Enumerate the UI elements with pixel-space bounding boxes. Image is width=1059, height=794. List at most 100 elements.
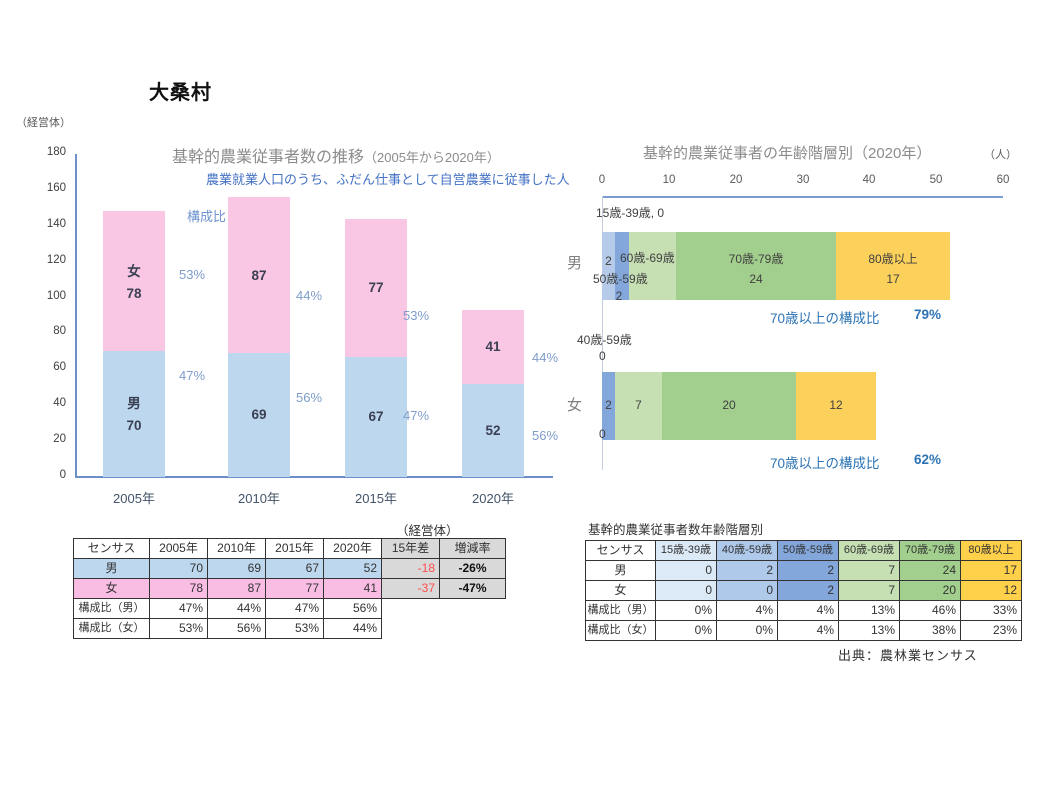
row-label: 女: [585, 580, 656, 601]
female-seg-80plus: [796, 372, 876, 440]
female-category-label: 女: [567, 397, 583, 414]
male-seg-80plus-value: 17: [886, 272, 900, 286]
female-seg-70-79: [662, 372, 796, 440]
row-label: 構成比（男）: [585, 600, 656, 621]
cell: 2: [716, 560, 778, 581]
cell: 2: [777, 580, 839, 601]
y-tick: 180: [46, 146, 66, 158]
header-cell: 40歳-59歳: [716, 540, 778, 561]
female-age-15-39-value: 0: [599, 427, 606, 441]
male-seg-50-59-label: 50歳-59歳: [593, 272, 648, 286]
male-category-label: 男: [567, 255, 583, 272]
x-tick: 40: [862, 174, 876, 186]
left-chart-x-axis: [75, 476, 553, 478]
table-row-female: 女 78 87 77 41 -37 -47%: [73, 578, 506, 599]
cell: 33%: [960, 600, 1022, 621]
cell: 0%: [655, 620, 717, 641]
cell: 0: [655, 560, 717, 581]
header-cell: 2005年: [149, 538, 208, 559]
table-row-male: 男 70 69 67 52 -18 -26%: [73, 558, 506, 579]
header-cell: 15歳-39歳: [655, 540, 717, 561]
cell: 20: [899, 580, 961, 601]
bar-2005-male: [103, 351, 165, 477]
male-seg-50-59-value: 2: [615, 289, 623, 303]
right-table: センサス 15歳-39歳 40歳-59歳 50歳-59歳 60歳-69歳 70歳…: [585, 540, 1022, 641]
cell: 53%: [149, 618, 208, 639]
female-seg-60-69: [615, 372, 662, 440]
cell: 17: [960, 560, 1022, 581]
bar-value-male: 70: [126, 418, 142, 433]
cell: 0%: [716, 620, 778, 641]
pct-label: 47%: [179, 368, 206, 383]
right-chart-y-axis: [602, 196, 603, 470]
y-tick: 80: [53, 325, 66, 337]
table-header-row: センサス 15歳-39歳 40歳-59歳 50歳-59歳 60歳-69歳 70歳…: [585, 540, 1022, 561]
cell: 44%: [207, 598, 266, 619]
left-chart-title-paren: （2005年から2020年）: [364, 150, 500, 165]
x-tick: 20: [729, 174, 743, 186]
pct-label: 56%: [296, 390, 323, 405]
pct-label: 44%: [532, 350, 559, 365]
right-chart-title: 基幹的農業従事者の年齢階層別（2020年）: [643, 145, 932, 162]
table-row-comp-female: 構成比（女） 53% 56% 53% 44%: [73, 618, 506, 639]
x-tick: 50: [929, 174, 943, 186]
x-tick: 2015年: [355, 491, 397, 506]
pct-label: 44%: [296, 288, 323, 303]
x-tick: 2010年: [238, 491, 280, 506]
row-label: 構成比（女）: [585, 620, 656, 641]
header-cell: 2010年: [207, 538, 266, 559]
left-chart-title: 基幹的農業従事者数の推移（2005年から2020年）: [172, 143, 500, 167]
cell: 46%: [899, 600, 961, 621]
header-cell: 2020年: [323, 538, 382, 559]
header-cell: センサス: [585, 540, 656, 561]
header-cell: 2015年: [265, 538, 324, 559]
table-row-male: 男 0 2 2 7 24 17: [585, 560, 1022, 581]
row-label: 構成比（男）: [73, 598, 150, 619]
table-row-female: 女 0 0 2 7 20 12: [585, 580, 1022, 601]
cell: 13%: [838, 620, 900, 641]
cell: 0: [655, 580, 717, 601]
page-title: 大桑村: [149, 82, 212, 104]
cell: 67: [265, 558, 324, 579]
right-chart-x-axis: [602, 196, 1003, 198]
header-cell: 80歳以上: [960, 540, 1022, 561]
left-chart-y-axis: [75, 154, 77, 477]
right-chart-unit-label: （人）: [984, 149, 1017, 161]
cell: 2: [777, 560, 839, 581]
male-seg-70-79-value: 24: [749, 272, 763, 286]
bar-2010-female: [228, 197, 290, 353]
x-tick: 10: [662, 174, 676, 186]
female-seg-80plus-value: 12: [829, 398, 843, 412]
header-cell: 15年差: [381, 538, 440, 559]
bar-value-male: 69: [251, 407, 267, 422]
male-age-15-39-note: 15歳-39歳, 0: [596, 206, 665, 220]
left-table: センサス 2005年 2010年 2015年 2020年 15年差 増減率 男 …: [73, 538, 506, 639]
pct-label: 53%: [403, 308, 430, 323]
y-tick: 100: [46, 290, 66, 302]
y-tick: 0: [59, 469, 66, 481]
bar-value-female: 77: [368, 280, 384, 295]
header-cell: 60歳-69歳: [838, 540, 900, 561]
cell: 23%: [960, 620, 1022, 641]
bar-2020-female: [462, 310, 524, 384]
male-seg-70-79-label: 70歳-79歳: [728, 252, 784, 266]
cell: 70: [149, 558, 208, 579]
pct-label: 53%: [179, 267, 206, 282]
cell: 7: [838, 560, 900, 581]
male-seg-50-59: [615, 232, 629, 300]
header-cell: 70歳-79歳: [899, 540, 961, 561]
male-seg-80plus-label: 80歳以上: [868, 252, 918, 266]
bar-2020-male: [462, 384, 524, 477]
rate-cell: -47%: [439, 578, 506, 599]
cell: 4%: [716, 600, 778, 621]
bar-value-female: 87: [251, 268, 267, 283]
male-over70-ratio-label: 70歳以上の構成比: [770, 311, 880, 326]
table-row-comp-male: 構成比（男） 0% 4% 4% 13% 46% 33%: [585, 600, 1022, 621]
male-seg-80plus: [836, 232, 950, 300]
row-label: 女: [73, 578, 150, 599]
cell: 78: [149, 578, 208, 599]
y-tick: 20: [53, 433, 66, 445]
y-tick: 160: [46, 182, 66, 194]
female-seg-50-59-value: 2: [605, 398, 612, 412]
